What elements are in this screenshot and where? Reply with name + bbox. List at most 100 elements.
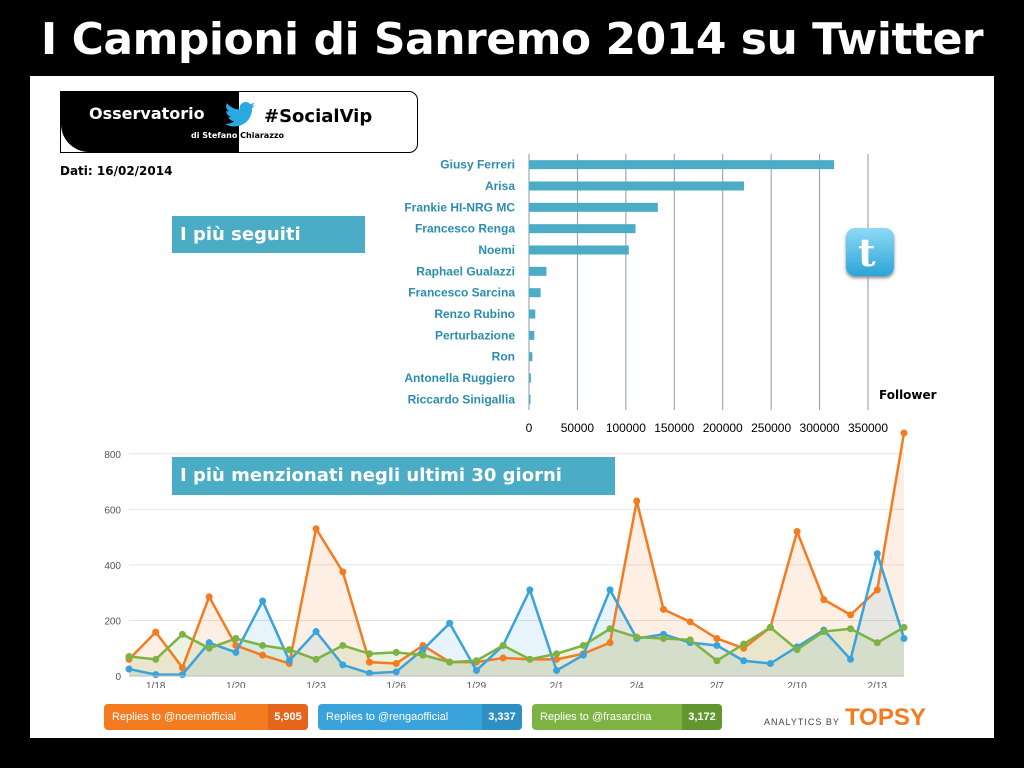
bar [529, 160, 835, 170]
x-tick-label: 2/4 [630, 681, 644, 688]
legend-label: Replies to @frasarcina [540, 711, 652, 723]
data-point [392, 648, 400, 656]
data-point [873, 550, 881, 558]
category-label: Giusy Ferreri [440, 158, 515, 172]
data-point [419, 651, 427, 659]
x-tick-label: 2/1 [550, 681, 564, 688]
series-line [128, 549, 906, 676]
x-tick-label: 1/20 [226, 681, 246, 688]
data-point [499, 654, 507, 662]
data-date: Dati: 16/02/2014 [60, 164, 173, 178]
bar [529, 245, 629, 255]
bar [529, 181, 745, 191]
series-area [129, 432, 904, 676]
legend-label: Replies to @noemiofficial [112, 711, 237, 723]
legend-item[interactable]: Replies to @noemiofficial 5,905 [104, 704, 308, 730]
data-point [847, 625, 855, 633]
bar [529, 394, 531, 404]
category-label: Noemi [478, 243, 515, 257]
data-point [766, 660, 774, 667]
data-point [205, 593, 213, 601]
data-point [873, 586, 881, 594]
data-point [606, 625, 614, 633]
data-point [152, 628, 160, 636]
category-label: Renzo Rubino [434, 307, 515, 321]
y-tick-label: 0 [115, 672, 121, 683]
data-point [205, 639, 213, 647]
data-point [900, 429, 908, 437]
data-point [312, 525, 320, 533]
data-point [392, 668, 400, 676]
category-label: Francesco Renga [415, 222, 515, 236]
data-point [232, 648, 240, 656]
series-area [129, 627, 904, 676]
legend-item[interactable]: Replies to @rengaofficial 3,337 [318, 704, 522, 730]
legend-total: 3,172 [682, 704, 722, 730]
data-point [900, 635, 908, 642]
data-point [259, 651, 267, 659]
y-tick-label: 200 [104, 616, 121, 627]
category-label: Ron [492, 350, 515, 364]
data-point [472, 666, 480, 674]
x-tick-label: 2/10 [787, 681, 807, 688]
x-tick-label: 100000 [606, 421, 646, 435]
data-point [766, 623, 774, 631]
y-tick-label: 800 [104, 450, 121, 461]
series-line [128, 625, 905, 664]
data-point [392, 660, 400, 667]
data-point [446, 658, 454, 666]
data-point [606, 639, 614, 647]
x-tick-label: 2/13 [868, 681, 888, 688]
category-label: Perturbazione [435, 328, 515, 342]
series-line [128, 432, 906, 671]
data-point [232, 635, 240, 642]
twitter-bird-icon [225, 102, 255, 127]
data-point [178, 630, 186, 638]
bar [529, 309, 536, 319]
x-tick-label: 350000 [848, 421, 888, 435]
legend-label: Replies to @rengaofficial [326, 711, 449, 723]
logo-title: Osservatorio [89, 104, 205, 123]
x-axis-label: Follower [879, 388, 937, 402]
legend-item[interactable]: Replies to @frasarcina 3,172 [532, 704, 722, 730]
followers-bar-chart: 0 50000 100000 150000 200000 250000 300000 3500… [404, 154, 888, 435]
data-point [125, 665, 133, 673]
mentions-line-chart: 0 200 400 600 800 1/18 1/20 1/23 1/26 1/29 2/1 2/4 2… [104, 429, 908, 688]
data-point [553, 650, 561, 658]
data-point [526, 586, 534, 594]
data-point [713, 641, 721, 649]
legend-total: 5,905 [268, 704, 308, 730]
data-point [847, 655, 855, 663]
data-point [659, 605, 667, 613]
x-tick-label: 2/7 [710, 681, 724, 688]
category-label: Arisa [485, 179, 515, 193]
data-point [686, 618, 694, 626]
data-point [579, 651, 587, 659]
osservatorio-logo: Osservatorio di Stefano Chiarazzo #Socia… [60, 91, 418, 153]
data-point [259, 641, 267, 649]
data-point [178, 671, 186, 679]
x-tick-label: 200000 [703, 421, 743, 435]
banner-most-followed: I più seguiti [172, 216, 365, 253]
bar [529, 224, 636, 234]
category-label: Raphael Gualazzi [416, 264, 515, 278]
data-point [366, 650, 374, 658]
content-panel: Osservatorio di Stefano Chiarazzo #Socia… [30, 76, 994, 738]
data-point [339, 568, 347, 576]
data-point [472, 657, 480, 665]
data-point [312, 655, 320, 663]
data-point [820, 596, 828, 604]
banner-most-mentioned: I più menzionati negli ultimi 30 giorni [172, 457, 615, 495]
x-tick-label: 50000 [561, 421, 595, 435]
data-point [633, 497, 641, 505]
x-tick-label: 1/26 [387, 681, 407, 688]
data-point [526, 655, 534, 663]
bar [529, 288, 541, 298]
data-point [205, 644, 213, 652]
data-point [339, 641, 347, 649]
data-point [553, 666, 561, 674]
data-point [579, 641, 587, 649]
page-title: I Campioni di Sanremo 2014 su Twitter [40, 14, 984, 65]
x-tick-label: 1/18 [146, 681, 166, 688]
data-point [366, 658, 374, 666]
